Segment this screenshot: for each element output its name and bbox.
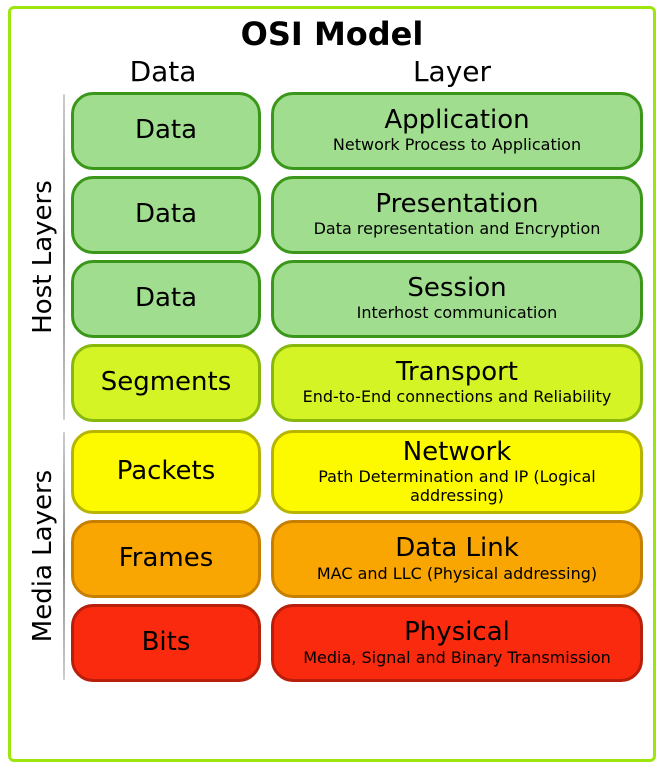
layer-cell: Transport End-to-End connections and Reli… [271, 344, 643, 422]
group-rows: Packets NetworkPath Determination and IP … [65, 426, 643, 686]
layer-group: Host Layers Data Application Network Proces… [21, 88, 643, 426]
layer-row: Data Application Network Process to Applic… [71, 92, 643, 170]
diagram-frame: OSI Model Data Layer Host Layers Data Appl… [8, 6, 656, 762]
layer-cell: Presentation Data representation and Encr… [271, 176, 643, 254]
data-unit-cell: Segments [71, 344, 261, 422]
layer-name: Transport [396, 359, 518, 386]
layer-description: Media, Signal and Binary Transmission [303, 649, 611, 667]
data-unit-cell: Bits [71, 604, 261, 682]
data-unit-label: Bits [142, 629, 191, 656]
layer-row: Data Session Interhost communication [71, 260, 643, 338]
group-rows: Data Application Network Process to Applic… [65, 88, 643, 426]
layer-description: Network Process to Application [333, 136, 581, 154]
layer-description: Path Determination and IP (Logical addre… [280, 468, 634, 505]
group-side-label-text: Media Layers [28, 470, 58, 642]
layer-row: Data Presentation Data representation and … [71, 176, 643, 254]
layer-cell: Application Network Process to Applicatio… [271, 92, 643, 170]
data-unit-cell: Data [71, 260, 261, 338]
diagram-title: OSI Model [21, 15, 643, 53]
data-unit-cell: Data [71, 176, 261, 254]
column-header-layer: Layer [261, 55, 643, 88]
group-side-label-text: Host Layers [28, 180, 58, 334]
layer-description: Interhost communication [357, 304, 558, 322]
layer-row: Frames Data Link MAC and LLC (Physical add… [71, 520, 643, 598]
layer-name: Application [384, 107, 529, 134]
layer-row: Bits Physical Media, Signal and Binary Tra… [71, 604, 643, 682]
layer-description: End-to-End connections and Reliability [303, 388, 612, 406]
layer-name: Network [403, 439, 512, 466]
layer-cell: NetworkPath Determination and IP (Logica… [271, 430, 643, 514]
data-unit-cell: Data [71, 92, 261, 170]
group-side-label: Media Layers [21, 426, 65, 686]
layer-row: Segments Transport End-to-End connections … [71, 344, 643, 422]
data-unit-label: Frames [119, 545, 214, 572]
data-unit-label: Data [135, 117, 197, 144]
data-unit-label: Data [135, 285, 197, 312]
layer-cell: Data Link MAC and LLC (Physical addressin… [271, 520, 643, 598]
layer-name: Data Link [395, 535, 519, 562]
group-side-label: Host Layers [21, 88, 65, 426]
layer-group: Media Layers Packets NetworkPath Determina… [21, 426, 643, 686]
column-header-data: Data [65, 55, 261, 88]
layer-description: MAC and LLC (Physical addressing) [317, 565, 597, 583]
layer-cell: Session Interhost communication [271, 260, 643, 338]
layer-name: Presentation [375, 191, 538, 218]
layer-name: Physical [404, 619, 510, 646]
data-unit-cell: Packets [71, 430, 261, 514]
layer-description: Data representation and Encryption [314, 220, 601, 238]
data-unit-label: Data [135, 201, 197, 228]
layer-groups: Host Layers Data Application Network Proces… [21, 88, 643, 686]
data-unit-cell: Frames [71, 520, 261, 598]
data-unit-label: Packets [117, 458, 216, 485]
column-headers: Data Layer [65, 55, 643, 88]
data-unit-label: Segments [101, 369, 232, 396]
layer-name: Session [407, 275, 506, 302]
layer-row: Packets NetworkPath Determination and IP … [71, 430, 643, 514]
layer-cell: Physical Media, Signal and Binary Transmi… [271, 604, 643, 682]
